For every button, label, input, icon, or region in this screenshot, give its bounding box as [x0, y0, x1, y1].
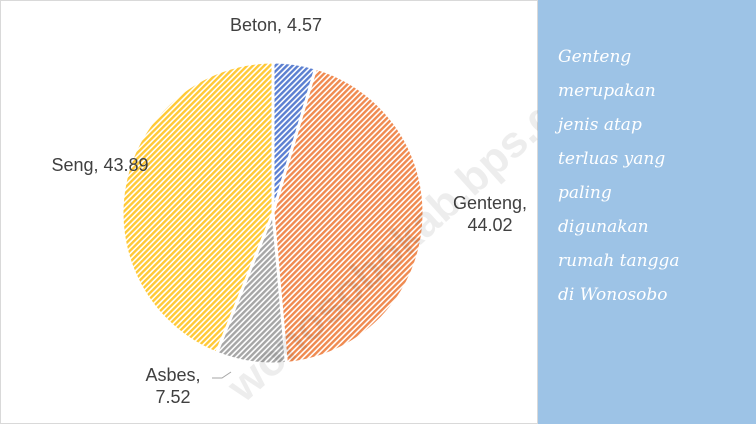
- side-panel: Genteng merupakan jenis atap terluas yang pa…: [538, 0, 756, 424]
- note-line: digunakan: [558, 217, 649, 237]
- note-line: merupakan: [558, 81, 656, 101]
- note-line: terluas yang: [558, 149, 666, 169]
- note-line: Genteng: [558, 47, 632, 67]
- pie-slice: [120, 60, 275, 355]
- data-label: Beton, 4.57: [229, 15, 323, 35]
- side-note: Genteng merupakan jenis atap terluas yang pa…: [558, 40, 680, 312]
- note-line: rumah tangga: [558, 251, 680, 271]
- note-line: di Wonosobo: [558, 285, 668, 305]
- data-label: Seng, 43.89: [51, 155, 149, 175]
- pie-slice: [271, 66, 426, 366]
- leader-line: [212, 371, 232, 379]
- data-label: Asbes, 7.52: [145, 365, 201, 407]
- note-line: jenis atap: [558, 115, 642, 135]
- note-line: paling: [558, 183, 612, 203]
- data-label: Genteng, 44.02: [452, 193, 528, 235]
- chart: [0, 0, 538, 424]
